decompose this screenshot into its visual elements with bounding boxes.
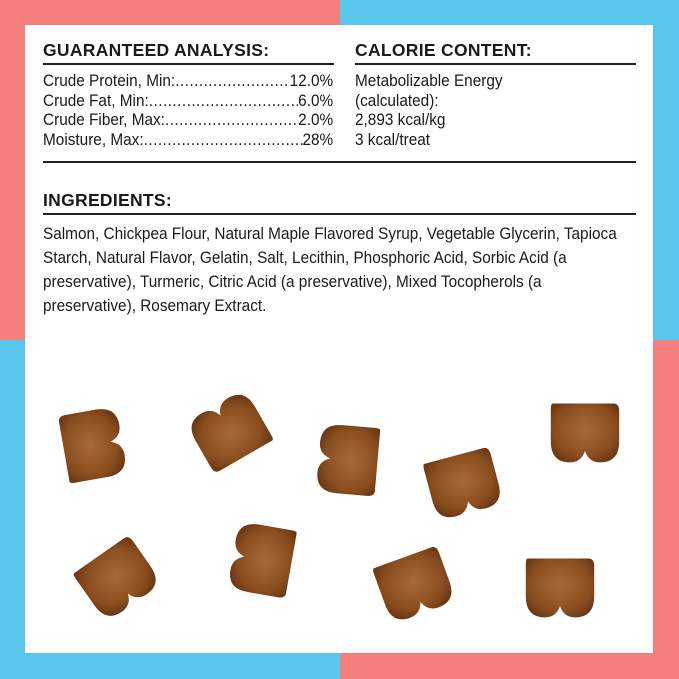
analysis-row: Crude Fiber, Max: 2.0% bbox=[43, 111, 333, 131]
guaranteed-analysis-list: Crude Protein, Min: 12.0% Crude Fat, Min:… bbox=[43, 72, 333, 150]
treat-image bbox=[72, 535, 163, 623]
calorie-line: Metabolizable Energy bbox=[355, 72, 503, 90]
divider bbox=[355, 63, 636, 65]
analysis-row: Crude Fat, Min: 6.0% bbox=[43, 92, 333, 112]
divider bbox=[43, 63, 334, 65]
treat-image bbox=[525, 558, 595, 618]
ingredients-heading: INGREDIENTS: bbox=[43, 190, 173, 210]
analysis-label: Crude Protein, Min: bbox=[43, 72, 176, 90]
treat-image bbox=[372, 545, 457, 625]
treat-image bbox=[550, 403, 620, 463]
analysis-value: 6.0% bbox=[298, 91, 334, 110]
treat-image bbox=[422, 446, 504, 522]
calorie-content-heading: CALORIE CONTENT: bbox=[355, 40, 532, 60]
guaranteed-analysis-heading: GUARANTEED ANALYSIS: bbox=[43, 40, 270, 60]
analysis-value: 12.0% bbox=[289, 72, 334, 90]
calorie-content-list: Metabolizable Energy (calculated): 2,893… bbox=[355, 72, 503, 150]
analysis-label: Crude Fat, Min: bbox=[43, 91, 149, 110]
analysis-label: Crude Fiber, Max: bbox=[43, 111, 165, 129]
calorie-line: (calculated): bbox=[355, 91, 439, 110]
divider bbox=[43, 161, 636, 163]
analysis-row: Crude Protein, Min: 12.0% bbox=[43, 72, 333, 92]
treat-image bbox=[227, 521, 298, 599]
analysis-row: Moisture, Max: 28% bbox=[43, 131, 333, 151]
analysis-value: 2.0% bbox=[298, 111, 334, 129]
treat-image bbox=[57, 406, 128, 484]
analysis-value: 28% bbox=[302, 130, 334, 149]
treat-image bbox=[315, 423, 381, 497]
treat-image bbox=[185, 388, 274, 474]
calorie-line: 3 kcal/treat bbox=[355, 130, 431, 149]
calorie-line: 2,893 kcal/kg bbox=[355, 111, 446, 129]
ingredients-text: Salmon, Chickpea Flour, Natural Maple Fl… bbox=[43, 225, 617, 315]
analysis-label: Moisture, Max: bbox=[43, 130, 144, 149]
divider bbox=[43, 213, 636, 215]
